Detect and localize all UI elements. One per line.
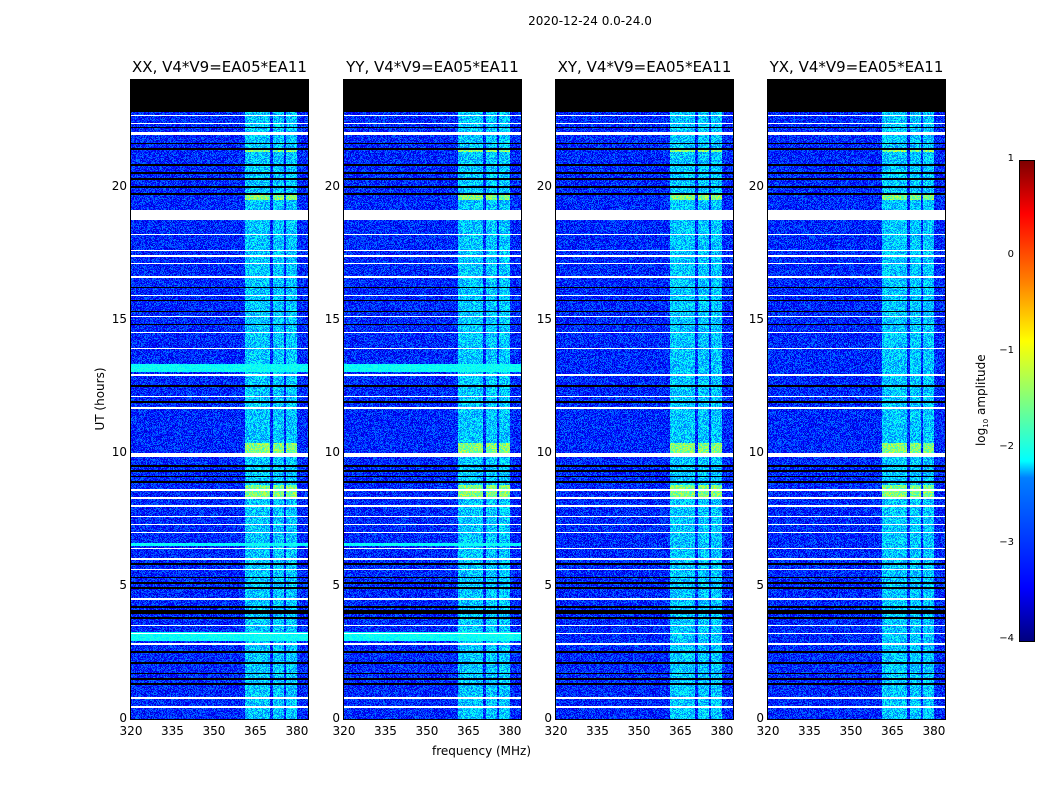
x-tick-label: 335: [374, 724, 397, 738]
x-tick-label: 350: [202, 724, 226, 738]
y-tick-label: 15: [324, 311, 340, 326]
panel-title: YX, V4*V9=EA05*EA11: [769, 58, 944, 76]
y-tick-label: 0: [756, 711, 764, 725]
y-tick-label: 20: [324, 178, 340, 193]
x-tick-label: 380: [922, 724, 946, 738]
x-tick-label: 335: [798, 724, 821, 738]
x-tick-label: 320: [544, 724, 568, 738]
y-tick-label: 10: [748, 444, 764, 459]
x-tick-label: 365: [244, 724, 267, 738]
y-tick-label: 5: [119, 577, 127, 592]
y-tick-label: 5: [332, 577, 340, 592]
waterfall-panel: [767, 79, 946, 720]
y-tick-label: 20: [748, 178, 764, 193]
colorbar-tick-label: −4: [999, 633, 1014, 644]
colorbar-tick-label: −1: [999, 345, 1014, 356]
y-tick-label: 15: [536, 311, 552, 326]
x-tick-label: 335: [161, 724, 184, 738]
y-tick-label: 0: [332, 711, 340, 725]
x-tick-label: 380: [710, 724, 734, 738]
y-tick-label: 15: [748, 311, 764, 326]
colorbar-tick-label: 1: [1007, 153, 1014, 164]
x-tick-label: 335: [586, 724, 609, 738]
y-tick-label: 5: [756, 577, 764, 592]
waterfall-image: [344, 80, 521, 719]
x-tick-label: 320: [119, 724, 143, 738]
y-tick-label: 10: [536, 444, 552, 459]
x-axis-label: frequency (MHz): [432, 744, 532, 758]
y-tick-label: 5: [544, 577, 552, 592]
x-tick-label: 320: [756, 724, 780, 738]
y-tick-label: 20: [111, 178, 127, 193]
panel-title: XY, V4*V9=EA05*EA11: [557, 58, 732, 76]
waterfall-panel: [130, 79, 309, 720]
x-tick-label: 365: [457, 724, 480, 738]
x-tick-label: 350: [627, 724, 651, 738]
x-tick-label: 380: [285, 724, 309, 738]
panel-title: YY, V4*V9=EA05*EA11: [346, 58, 519, 76]
colorbar-tick-label: 0: [1007, 249, 1014, 260]
y-tick-label: 20: [536, 178, 552, 193]
y-axis-label: UT (hours): [93, 367, 107, 431]
waterfall-image: [768, 80, 945, 719]
x-tick-label: 380: [498, 724, 522, 738]
waterfall-image: [131, 80, 308, 719]
x-tick-label: 365: [881, 724, 904, 738]
colorbar-label: log10 amplitude: [973, 354, 991, 447]
y-tick-label: 0: [119, 711, 127, 725]
x-tick-label: 350: [839, 724, 863, 738]
colorbar-tick-label: −3: [999, 537, 1014, 548]
x-tick-label: 365: [669, 724, 692, 738]
x-tick-label: 350: [415, 724, 439, 738]
waterfall-image: [556, 80, 733, 719]
colorbar-tick-label: −2: [999, 441, 1014, 452]
y-tick-label: 15: [111, 311, 127, 326]
y-tick-label: 0: [544, 711, 552, 725]
suptitle: 2020-12-24 0.0-24.0: [528, 14, 652, 28]
colorbar: [1019, 160, 1035, 642]
y-tick-label: 10: [324, 444, 340, 459]
waterfall-panel: [343, 79, 522, 720]
y-tick-label: 10: [111, 444, 127, 459]
waterfall-panel: [555, 79, 734, 720]
panel-title: XX, V4*V9=EA05*EA11: [132, 58, 307, 76]
x-tick-label: 320: [332, 724, 356, 738]
